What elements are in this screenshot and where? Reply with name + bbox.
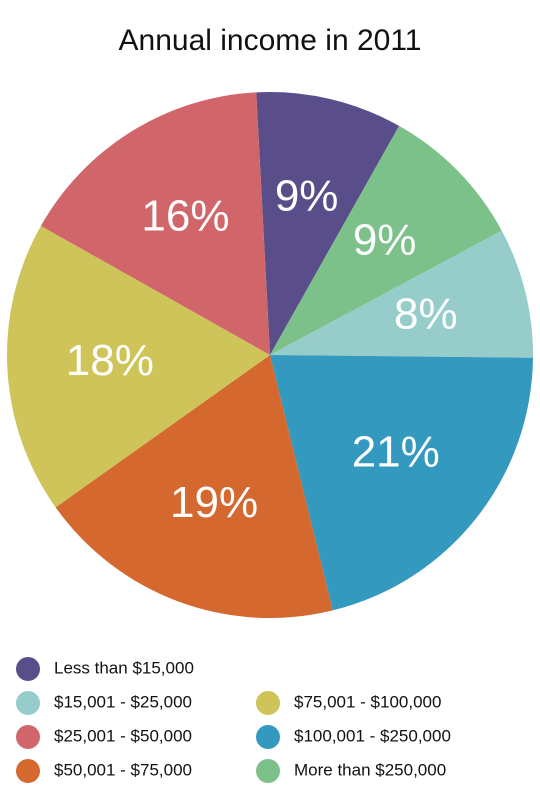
- pie-slice: [6, 225, 270, 508]
- slice-label: 19%: [170, 478, 258, 527]
- pie-slice: [270, 230, 533, 358]
- legend-swatch: [256, 759, 280, 783]
- pie-slice: [40, 92, 270, 355]
- legend-label: Less than $15,000: [54, 658, 194, 677]
- pie-slice: [55, 355, 333, 618]
- chart-title: Annual income in 2011: [119, 24, 422, 57]
- slice-label: 16%: [141, 191, 229, 240]
- legend-swatch: [16, 657, 40, 681]
- pie-slice: [270, 125, 502, 356]
- pie-slice: [256, 92, 400, 355]
- legend-label: $75,001 - $100,000: [294, 692, 441, 711]
- legend-label: $100,001 - $250,000: [294, 726, 451, 745]
- slice-label: 8%: [394, 289, 458, 338]
- pie-slice: [270, 355, 533, 611]
- legend-label: More than $250,000: [294, 760, 446, 779]
- legend-swatch: [256, 691, 280, 715]
- legend-label: $15,001 - $25,000: [54, 692, 192, 711]
- slice-label: 21%: [352, 427, 440, 476]
- slice-label: 9%: [275, 171, 339, 220]
- legend-label: $50,001 - $75,000: [54, 760, 192, 779]
- legend-swatch: [16, 691, 40, 715]
- legend-label: $25,001 - $50,000: [54, 726, 192, 745]
- legend-swatch: [16, 725, 40, 749]
- slice-label: 18%: [66, 336, 154, 385]
- slice-label: 9%: [353, 215, 417, 264]
- legend-swatch: [16, 759, 40, 783]
- legend-swatch: [256, 725, 280, 749]
